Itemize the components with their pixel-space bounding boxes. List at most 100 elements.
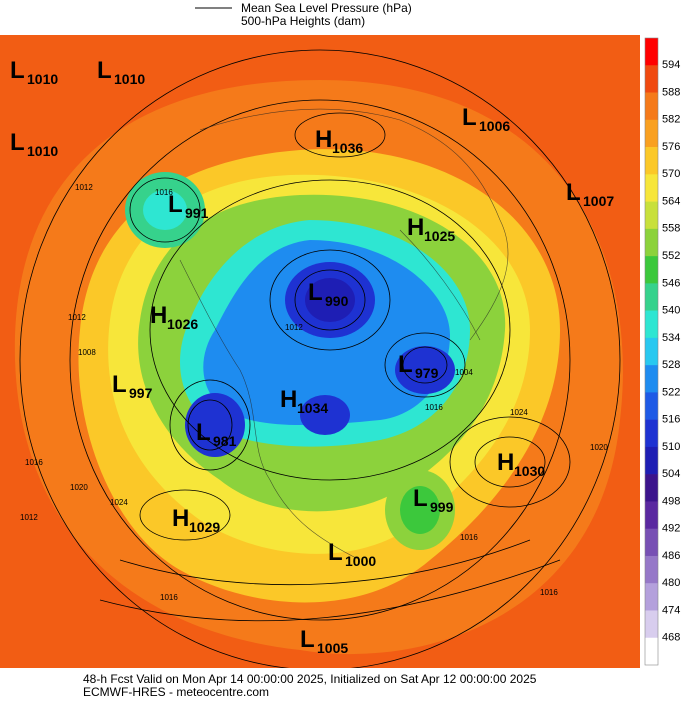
vortex-c [185, 393, 245, 457]
isobar-label: 1020 [590, 443, 608, 452]
colorbar-swatch [645, 555, 658, 584]
center-letter: L [97, 57, 112, 84]
center-letter: H [280, 386, 297, 413]
colorbar-label: 504 [662, 468, 680, 480]
legend-line-text: Mean Sea Level Pressure (hPa) [241, 1, 412, 15]
colorbar-swatch [645, 610, 658, 639]
colorbar-label: 552 [662, 250, 680, 262]
colorbar-swatch [645, 38, 658, 66]
center-letter: L [413, 485, 428, 512]
center-letter: L [328, 539, 343, 566]
vortex-d [300, 395, 350, 435]
center-letter: L [308, 279, 323, 306]
colorbar-swatch [645, 365, 658, 393]
center-pressure: 1034 [297, 400, 328, 416]
isobars [19, 49, 621, 668]
colorbar-label: 564 [662, 195, 680, 207]
colorbar-label: 510 [662, 441, 680, 453]
colorbar-frame [644, 37, 659, 666]
colorbar-swatch [645, 65, 658, 93]
center-pressure: 1010 [27, 143, 58, 159]
center-letter: L [196, 419, 211, 446]
legend-fill-text: 500-hPa Heights (dam) [241, 14, 365, 28]
isobar-label: 1016 [460, 533, 478, 542]
center-pressure: 1025 [424, 228, 455, 244]
isobar-labels: 1012 1016 1012 1008 1016 1020 1024 1012 1016 1024… [20, 183, 608, 602]
colorbar-label: 570 [662, 168, 680, 180]
center-pressure: 1010 [114, 71, 145, 87]
colorbar-label: 540 [662, 305, 680, 317]
low-core [143, 190, 187, 230]
isobar-label: 1024 [110, 498, 128, 507]
isobar-label: 1016 [425, 403, 443, 412]
center-letter: H [407, 214, 424, 241]
colorbar-swatch [645, 256, 658, 284]
colorbar-swatch [645, 310, 658, 339]
center-letter: H [172, 505, 189, 532]
isobar-label: 1008 [78, 348, 96, 357]
map [0, 35, 640, 668]
colorbar-label: 474 [662, 604, 680, 616]
center-pressure: 1030 [514, 463, 545, 479]
center-letter: L [112, 371, 127, 398]
center-pressure: 1026 [167, 316, 198, 332]
colorbar-label: 516 [662, 414, 680, 426]
isobar-label: 1016 [160, 593, 178, 602]
coastlines [179, 108, 509, 561]
isobar-label: 1016 [25, 458, 43, 467]
center-letter: L [10, 129, 25, 156]
center-letter: L [10, 57, 25, 84]
colorbar-label: 582 [662, 114, 680, 126]
colorbar-swatch [645, 637, 658, 666]
center-pressure: 1007 [583, 193, 614, 209]
footer-line2: ECMWF-HRES - meteocentre.com [83, 685, 269, 699]
colorbar-swatch [645, 119, 658, 148]
colorbar-swatch [645, 392, 658, 420]
footer-line1: 48-h Fcst Valid on Mon Apr 14 00:00:00 2… [83, 672, 537, 686]
isobar-label: 1016 [155, 188, 173, 197]
colorbar-label: 492 [662, 523, 680, 535]
isobar-label: 1012 [285, 323, 303, 332]
isobar-label: 1012 [68, 313, 86, 322]
colorbar-label: 558 [662, 223, 680, 235]
center-pressure: 1006 [479, 118, 510, 134]
center-pressure: 990 [325, 293, 349, 309]
colorbar-label: 546 [662, 277, 680, 289]
center-letter: L [168, 191, 183, 218]
isobar-label: 1012 [75, 183, 93, 192]
colorbar-label: 588 [662, 86, 680, 98]
colorbar-swatch [645, 337, 658, 366]
colorbar-label: 528 [662, 359, 680, 371]
colorbar-label: 576 [662, 141, 680, 153]
colorbar-swatch [645, 419, 658, 448]
center-pressure: 1010 [27, 71, 58, 87]
colorbar-swatch [645, 228, 658, 257]
colorbar-swatch [645, 174, 658, 202]
center-letter: H [150, 302, 167, 329]
center-letter: L [462, 104, 477, 131]
colorbar-swatch [645, 201, 658, 230]
colorbar: 594 588 582 576 570 564 558 552 546 540 534 528 522 5… [644, 37, 680, 666]
colorbar-swatch [645, 446, 658, 475]
isobar-label: 1020 [70, 483, 88, 492]
colorbar-swatch [645, 474, 658, 502]
center-letter: L [566, 179, 581, 206]
center-pressure: 979 [415, 365, 439, 381]
colorbar-swatch [645, 528, 658, 557]
colorbar-swatch [645, 92, 658, 121]
colorbar-swatch [645, 501, 658, 529]
center-pressure: 1029 [189, 519, 220, 535]
colorbar-label: 534 [662, 332, 680, 344]
center-pressure: 1036 [332, 140, 363, 156]
center-pressure: 1005 [317, 640, 348, 656]
center-pressure: 991 [185, 205, 209, 221]
ridge-zone [0, 35, 640, 668]
isobar-label: 1012 [20, 513, 38, 522]
center-letter: L [300, 626, 315, 653]
vortex-a-core [305, 278, 355, 322]
colorbar-label: 522 [662, 386, 680, 398]
colorbar-label: 468 [662, 632, 680, 644]
center-letter: L [398, 351, 413, 378]
